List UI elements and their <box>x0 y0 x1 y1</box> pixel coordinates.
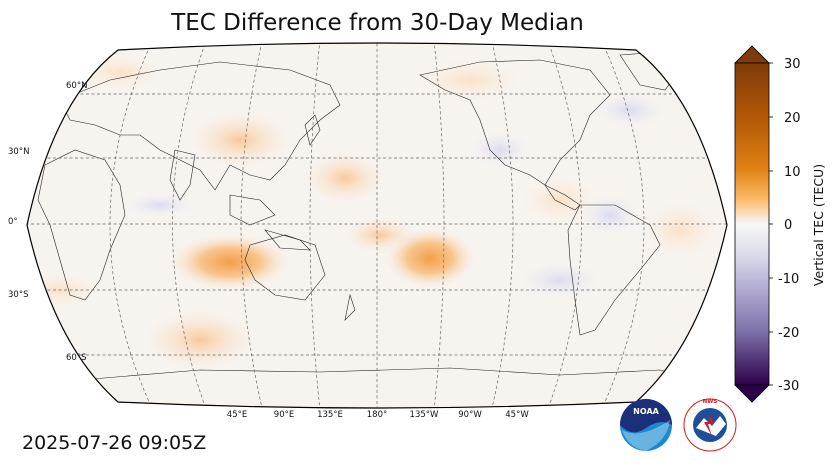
nws-logo: NWS <box>683 398 737 452</box>
colorbar-tick-neg10: -10 <box>778 272 799 287</box>
svg-text:NWS: NWS <box>703 399 718 405</box>
graticule <box>27 43 727 408</box>
colorbar-tick-20: 20 <box>784 111 801 126</box>
svg-text:NOAA: NOAA <box>633 407 659 416</box>
lon-label-135e: 135°E <box>317 410 343 420</box>
colorbar-gradient <box>734 62 770 386</box>
lat-label-60s: 60°S <box>66 353 86 363</box>
lat-label-30s: 30°S <box>8 290 28 300</box>
colorbar-tick-neg30: -30 <box>778 379 799 394</box>
colorbar-tick-neg20: -20 <box>778 326 799 341</box>
tec-anomaly-field <box>27 54 720 370</box>
longitude-labels: 45°E 90°E 135°E 180° 135°W 90°W 45°W <box>227 410 530 420</box>
colorbar-max-extend <box>734 45 770 64</box>
lat-label-30n: 30°N <box>8 147 29 157</box>
colorbar-label: Vertical TEC (TECU) <box>811 164 826 286</box>
lon-label-90w: 90°W <box>458 410 482 420</box>
colorbar: 30 20 10 0 -10 -20 -30 Vertical TEC (TEC… <box>734 45 826 403</box>
map-title: TEC Difference from 30-Day Median <box>171 10 584 36</box>
colorbar-tick-10: 10 <box>784 165 801 180</box>
coastlines <box>37 51 721 386</box>
timestamp: 2025-07-26 09:05Z <box>22 432 207 454</box>
lat-label-60n: 60°N <box>66 81 87 91</box>
colorbar-tick-0: 0 <box>784 218 792 233</box>
lat-label-0: 0° <box>8 217 18 227</box>
latitude-labels: 60°N 30°N 0° 30°S 60°S <box>8 81 87 363</box>
globe <box>26 42 728 409</box>
colorbar-tick-30: 30 <box>784 57 801 72</box>
noaa-logo: NOAA <box>620 399 672 451</box>
lon-label-90e: 90°E <box>274 410 294 420</box>
lon-label-180: 180° <box>367 410 387 420</box>
lon-label-45w: 45°W <box>505 410 529 420</box>
colorbar-min-extend <box>734 384 770 403</box>
lon-label-45e: 45°E <box>227 410 247 420</box>
lon-label-135w: 135°W <box>410 410 439 420</box>
